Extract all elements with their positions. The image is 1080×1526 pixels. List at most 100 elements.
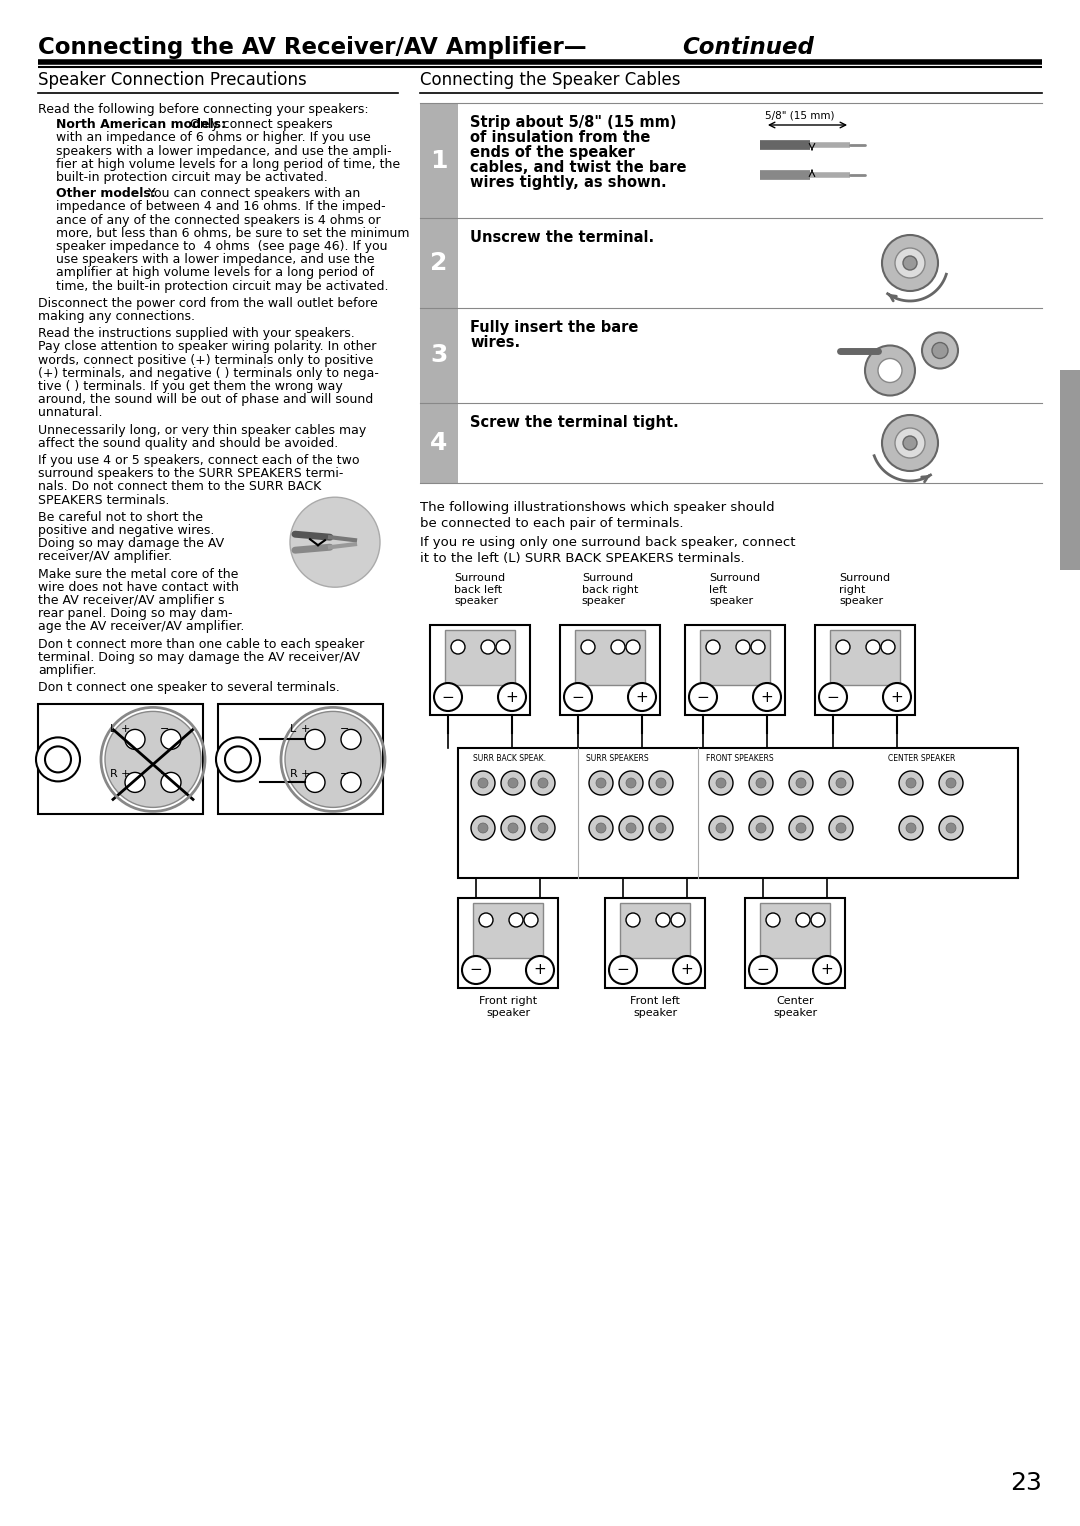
Text: it to the left (L) SURR BACK SPEAKERS terminals.: it to the left (L) SURR BACK SPEAKERS te… <box>420 552 744 565</box>
Text: ance of any of the connected speakers is 4 ohms or: ance of any of the connected speakers is… <box>56 214 380 226</box>
FancyBboxPatch shape <box>815 626 915 716</box>
Circle shape <box>36 737 80 781</box>
Text: amplifier at high volume levels for a long period of: amplifier at high volume levels for a lo… <box>56 267 374 279</box>
Circle shape <box>939 816 963 839</box>
Circle shape <box>706 639 720 655</box>
Circle shape <box>656 913 670 926</box>
FancyBboxPatch shape <box>458 748 1018 877</box>
Text: +: + <box>120 769 130 780</box>
Text: Connecting the Speaker Cables: Connecting the Speaker Cables <box>420 72 680 89</box>
Circle shape <box>161 729 181 749</box>
Text: Center
speaker: Center speaker <box>773 996 818 1018</box>
Text: amplifier.: amplifier. <box>38 664 96 678</box>
Text: 23: 23 <box>1010 1471 1042 1495</box>
Text: Surround
right
speaker: Surround right speaker <box>839 572 891 606</box>
Text: Read the instructions supplied with your speakers.: Read the instructions supplied with your… <box>38 327 354 340</box>
FancyBboxPatch shape <box>700 630 770 685</box>
Text: Strip about 5/8" (15 mm): Strip about 5/8" (15 mm) <box>470 114 676 130</box>
Text: Fully insert the bare: Fully insert the bare <box>470 320 638 336</box>
Text: Don t connect one speaker to several terminals.: Don t connect one speaker to several ter… <box>38 681 340 694</box>
Text: −: − <box>757 963 769 978</box>
Circle shape <box>498 684 526 711</box>
Circle shape <box>883 684 912 711</box>
Circle shape <box>508 778 518 787</box>
Text: −: − <box>697 690 710 705</box>
Text: −: − <box>160 769 170 780</box>
Text: 1: 1 <box>430 148 448 172</box>
Circle shape <box>285 711 381 807</box>
Text: If you use 4 or 5 speakers, connect each of the two: If you use 4 or 5 speakers, connect each… <box>38 455 360 467</box>
Circle shape <box>649 816 673 839</box>
Circle shape <box>813 955 841 984</box>
FancyBboxPatch shape <box>561 626 660 716</box>
Circle shape <box>656 778 666 787</box>
FancyBboxPatch shape <box>760 903 831 958</box>
Circle shape <box>481 639 495 655</box>
Text: −: − <box>571 690 584 705</box>
Circle shape <box>564 684 592 711</box>
Text: Connecting the AV Receiver/AV Amplifier—: Connecting the AV Receiver/AV Amplifier— <box>38 37 586 60</box>
Circle shape <box>796 823 806 833</box>
Circle shape <box>789 816 813 839</box>
Text: Disconnect the power cord from the wall outlet before: Disconnect the power cord from the wall … <box>38 296 378 310</box>
Text: SPEAKERS terminals.: SPEAKERS terminals. <box>38 493 170 507</box>
Circle shape <box>626 913 640 926</box>
Text: −: − <box>340 725 350 734</box>
Circle shape <box>538 823 548 833</box>
Text: −: − <box>160 725 170 734</box>
Circle shape <box>305 729 325 749</box>
Circle shape <box>756 823 766 833</box>
Circle shape <box>829 771 853 795</box>
Circle shape <box>509 913 523 926</box>
Circle shape <box>611 639 625 655</box>
Circle shape <box>225 746 251 772</box>
Circle shape <box>881 639 895 655</box>
Circle shape <box>496 639 510 655</box>
Text: Surround
back left
speaker: Surround back left speaker <box>455 572 505 606</box>
Text: R: R <box>110 769 118 780</box>
Text: Make sure the metal core of the: Make sure the metal core of the <box>38 568 239 580</box>
Text: SURR BACK SPEAK.: SURR BACK SPEAK. <box>473 754 546 763</box>
FancyBboxPatch shape <box>620 903 690 958</box>
Circle shape <box>673 955 701 984</box>
Text: fier at high volume levels for a long period of time, the: fier at high volume levels for a long pe… <box>56 157 400 171</box>
FancyBboxPatch shape <box>1059 369 1080 571</box>
Text: L: L <box>291 725 296 734</box>
Circle shape <box>939 771 963 795</box>
Text: −: − <box>617 963 630 978</box>
Text: surround speakers to the SURR SPEAKERS termi-: surround speakers to the SURR SPEAKERS t… <box>38 467 343 481</box>
Text: cables, and twist the bare: cables, and twist the bare <box>470 160 687 175</box>
Circle shape <box>619 771 643 795</box>
Text: Other models:: Other models: <box>56 188 156 200</box>
FancyBboxPatch shape <box>445 630 515 685</box>
Circle shape <box>811 913 825 926</box>
Circle shape <box>581 639 595 655</box>
Text: +: + <box>760 690 773 705</box>
Text: terminal. Doing so may damage the AV receiver/AV: terminal. Doing so may damage the AV rec… <box>38 650 360 664</box>
Text: R: R <box>291 769 298 780</box>
Text: positive and negative wires.: positive and negative wires. <box>38 523 214 537</box>
Circle shape <box>480 913 492 926</box>
Text: Surround
left
speaker: Surround left speaker <box>710 572 760 606</box>
Circle shape <box>341 729 361 749</box>
Circle shape <box>946 823 956 833</box>
Text: Unscrew the terminal.: Unscrew the terminal. <box>470 230 654 246</box>
Circle shape <box>906 778 916 787</box>
Circle shape <box>895 427 924 458</box>
Text: +: + <box>534 963 546 978</box>
Circle shape <box>750 955 777 984</box>
Text: +: + <box>300 725 310 734</box>
Text: the AV receiver/AV amplifier s: the AV receiver/AV amplifier s <box>38 594 225 607</box>
Text: receiver/AV amplifier.: receiver/AV amplifier. <box>38 551 172 563</box>
Circle shape <box>508 823 518 833</box>
Circle shape <box>689 684 717 711</box>
Text: +: + <box>891 690 903 705</box>
Text: Doing so may damage the AV: Doing so may damage the AV <box>38 537 225 551</box>
Circle shape <box>471 816 495 839</box>
FancyBboxPatch shape <box>685 626 785 716</box>
Text: speakers with a lower impedance, and use the ampli-: speakers with a lower impedance, and use… <box>56 145 392 157</box>
FancyBboxPatch shape <box>38 705 203 815</box>
Text: wires tightly, as shown.: wires tightly, as shown. <box>470 175 666 191</box>
Circle shape <box>836 778 846 787</box>
FancyBboxPatch shape <box>458 897 558 987</box>
